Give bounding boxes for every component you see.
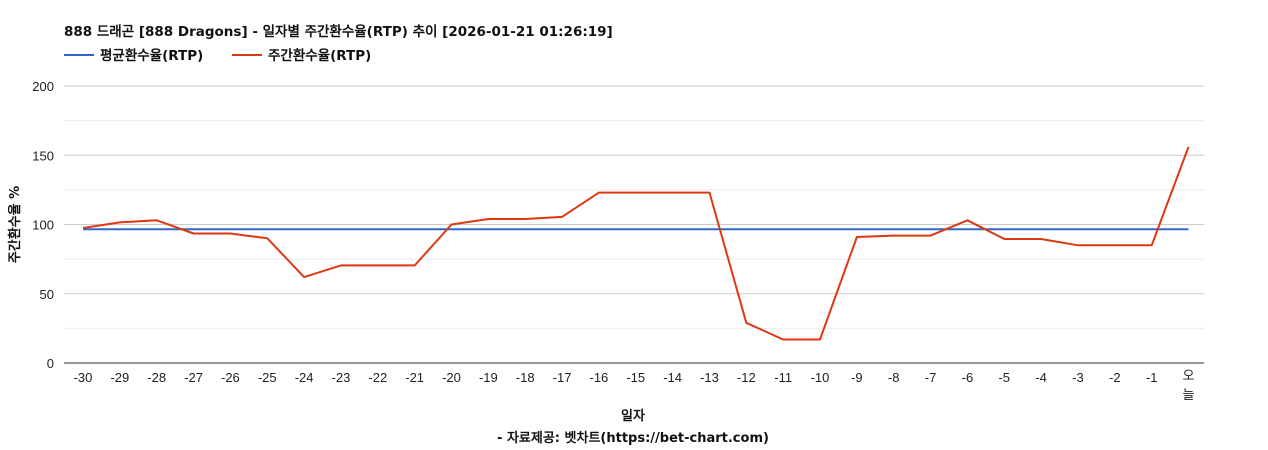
x-tick-label: -30: [74, 370, 93, 385]
data-source-note: - 자료제공: 벳차트(https://bet-chart.com): [497, 430, 769, 446]
legend-label-average: 평균환수율(RTP): [100, 47, 203, 64]
legend-entry-average[interactable]: 평균환수율(RTP): [64, 47, 203, 64]
x-tick-label: -15: [626, 370, 645, 385]
x-tick-label: -10: [811, 370, 830, 385]
x-tick-label: -17: [553, 370, 572, 385]
y-axis-title: 주간환수율 %: [7, 186, 23, 263]
legend-label-weekly: 주간환수율(RTP): [268, 47, 371, 64]
x-tick-label: -18: [516, 370, 535, 385]
x-tick-label: -1: [1146, 370, 1158, 385]
y-tick-label: 50: [40, 287, 54, 302]
x-tick-label: -27: [184, 370, 203, 385]
x-tick-label: -29: [110, 370, 129, 385]
x-tick-label: -14: [663, 370, 682, 385]
x-axis-ticks: -30 -29 -28 -27 -26 -25 -24 -23 -22 -21 -20 -19 -18 -…: [74, 368, 1195, 402]
x-tick-label: -7: [925, 370, 937, 385]
chart-legend: 평균환수율(RTP) 주간환수율(RTP): [64, 47, 371, 64]
x-tick-label: -4: [1035, 370, 1047, 385]
x-tick-label: -26: [221, 370, 240, 385]
series-line-weekly: [82, 146, 1190, 341]
x-tick-label: -3: [1072, 370, 1084, 385]
chart-title: 888 드래곤 [888 Dragons] - 일자별 주간환수율(RTP) 추…: [64, 23, 613, 40]
y-axis-ticks: 0 50 100 150 200: [32, 79, 54, 371]
x-tick-label: -9: [851, 370, 863, 385]
x-tick-label: -24: [295, 370, 314, 385]
y-tick-label: 150: [32, 148, 54, 163]
x-tick-label: -5: [998, 370, 1010, 385]
x-tick-label: -20: [442, 370, 461, 385]
x-tick-label-cont: 늘: [1183, 387, 1195, 402]
y-tick-label: 200: [32, 79, 54, 94]
x-tick-label: -6: [962, 370, 974, 385]
x-tick-label: -19: [479, 370, 498, 385]
x-tick-label: -28: [147, 370, 166, 385]
x-tick-label: -12: [737, 370, 756, 385]
x-tick-label: -25: [258, 370, 277, 385]
x-tick-label: -22: [368, 370, 387, 385]
y-tick-label: 0: [47, 356, 54, 371]
grid-lines: [64, 85, 1204, 329]
x-tick-label: -23: [332, 370, 351, 385]
legend-entry-weekly[interactable]: 주간환수율(RTP): [232, 47, 371, 64]
x-tick-label: -21: [405, 370, 424, 385]
y-tick-label: 100: [32, 218, 54, 233]
x-tick-label: 오: [1183, 368, 1195, 383]
x-tick-label: -16: [590, 370, 609, 385]
x-axis-title: 일자: [621, 409, 645, 424]
x-tick-label: -11: [774, 370, 792, 385]
x-tick-label: -8: [888, 370, 900, 385]
x-tick-label: -13: [700, 370, 719, 385]
series-layer: [82, 146, 1190, 341]
x-tick-label: -2: [1109, 370, 1121, 385]
